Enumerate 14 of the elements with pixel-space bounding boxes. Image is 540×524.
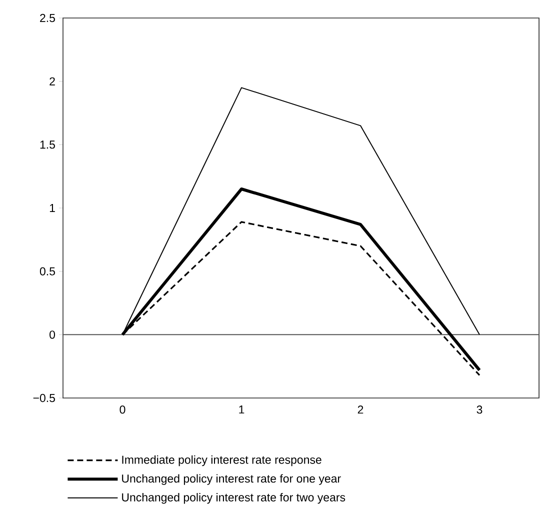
y-tick-label: 2 [50,77,55,86]
y-tick-label: 0.5 [40,267,55,276]
y-tick-label: 0 [50,330,56,339]
legend-label: Immediate policy interest rate response [122,455,322,466]
x-tick-label: 2 [358,406,364,414]
x-tick-label: 0 [120,406,126,414]
x-tick-label: 3 [476,406,482,414]
y-tick-label: 1.5 [40,140,55,149]
x-tick-label: 1 [239,406,244,414]
y-tick-label: 2.5 [40,14,55,22]
legend-label: Unchanged policy interest rate for one year [122,474,341,485]
legend-label: Unchanged policy interest rate for two years [122,493,346,504]
y-tick-label: −0.5 [33,394,55,402]
y-tick-label: 1 [50,204,55,212]
